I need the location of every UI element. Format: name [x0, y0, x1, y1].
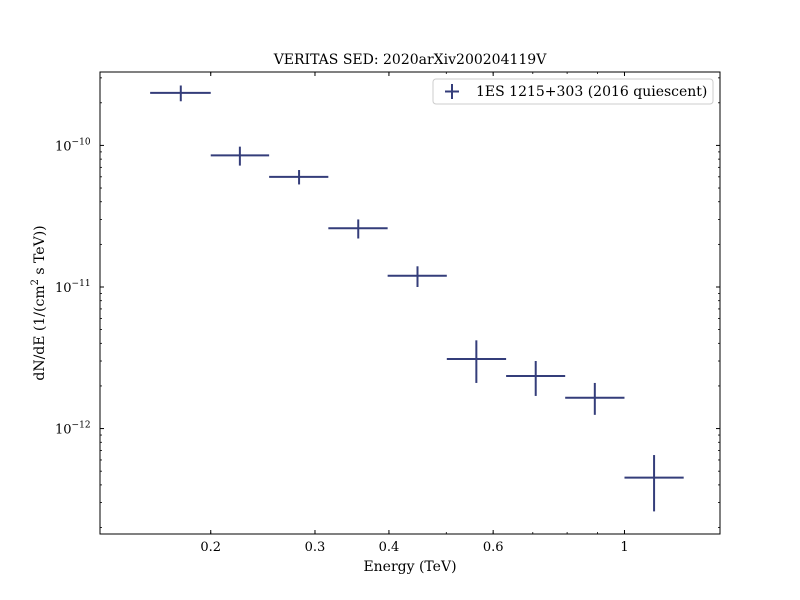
major-ticks: 0.2 0.3 0.4 0.6 1 10−12 10−11 10−10 [55, 72, 720, 555]
minor-ticks [100, 72, 720, 534]
x-tick-label: 0.3 [305, 540, 326, 555]
x-tick-label: 1 [620, 540, 628, 555]
legend-label: 1ES 1215+303 (2016 quiescent) [476, 84, 707, 100]
x-axis-label: Energy (TeV) [363, 559, 456, 575]
x-tick-label: 0.2 [200, 540, 221, 555]
plot-frame [99, 71, 721, 535]
x-tick-label: 0.4 [379, 540, 400, 555]
y-axis-label: dN/dE (1/(cm2 s TeV)) [30, 225, 48, 380]
legend-box [432, 78, 714, 105]
y-tick-label: 10−10 [55, 137, 91, 154]
data-layer [150, 85, 684, 512]
chart-title: VERITAS SED: 2020arXiv200204119V [273, 52, 548, 68]
y-tick-label: 10−11 [55, 279, 91, 296]
legend: 1ES 1215+303 (2016 quiescent) [432, 78, 714, 105]
x-tick-label: 0.6 [483, 540, 504, 555]
y-tick-label: 10−12 [55, 421, 91, 438]
